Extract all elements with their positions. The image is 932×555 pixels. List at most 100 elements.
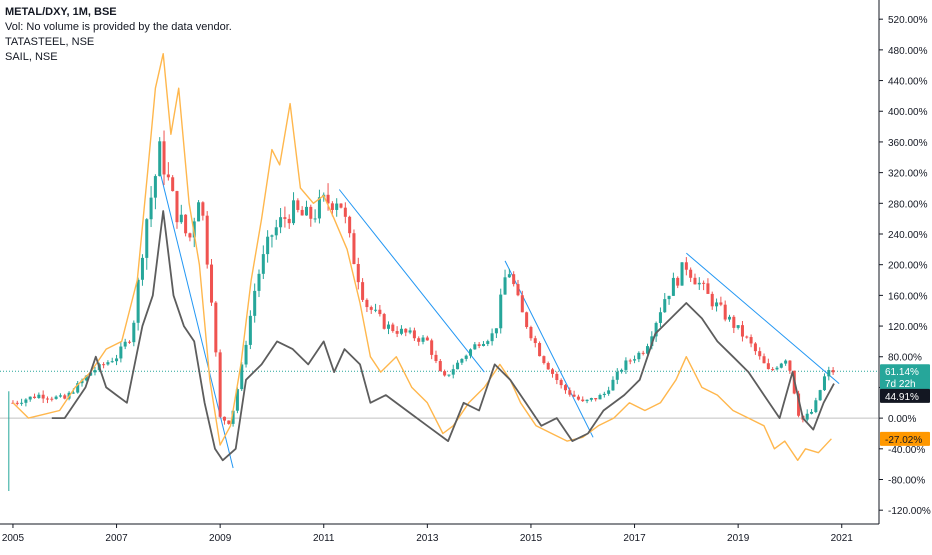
x-tick-label: 2013	[416, 533, 439, 544]
candle	[253, 283, 257, 323]
candle-body	[192, 221, 196, 238]
candle	[365, 298, 369, 313]
candle	[270, 234, 274, 248]
candle-body	[317, 197, 321, 219]
candle	[93, 366, 97, 376]
candle	[438, 358, 442, 372]
candle	[736, 325, 740, 330]
candle	[361, 278, 365, 302]
candle-body	[697, 282, 701, 285]
candle	[512, 271, 516, 287]
y-tick-label: 280.00%	[888, 199, 928, 210]
y-tick-label: 120.00%	[888, 322, 928, 333]
candle-body	[166, 174, 170, 178]
candle	[624, 357, 628, 374]
price-badge-bg	[880, 388, 930, 403]
candle	[399, 325, 403, 336]
candle	[382, 312, 386, 330]
candle-body	[615, 371, 619, 380]
candle	[304, 200, 308, 216]
candle-body	[663, 299, 667, 313]
candle-body	[123, 341, 127, 347]
candle	[76, 380, 80, 394]
candle-body	[559, 380, 563, 386]
candle	[727, 314, 732, 322]
candle-body	[797, 393, 801, 416]
candle	[287, 214, 291, 229]
candle-body	[210, 264, 214, 303]
candle-body	[257, 273, 261, 291]
candle-body	[386, 324, 391, 329]
candle-body	[304, 206, 308, 216]
candle-body	[15, 402, 19, 404]
candle-body	[132, 322, 136, 343]
candle-body	[460, 358, 464, 363]
candle-body	[361, 282, 365, 300]
candle-body	[499, 294, 503, 329]
legend-main-symbol[interactable]: METAL/DXY, 1M, BSE	[5, 6, 117, 18]
legend-comparison-sail[interactable]: SAIL, NSE	[5, 51, 58, 63]
candle-body	[179, 214, 183, 223]
candle-body	[671, 277, 675, 296]
candle	[568, 387, 572, 397]
x-tick-label: 2007	[105, 533, 128, 544]
candle-body	[391, 324, 395, 332]
candle	[45, 396, 49, 404]
candle-body	[115, 358, 119, 362]
candle	[697, 277, 701, 290]
legend-comparison-tatasteel[interactable]: TATASTEEL, NSE	[5, 36, 95, 48]
candle	[412, 327, 416, 341]
candle-body	[145, 219, 149, 258]
candle	[33, 393, 37, 399]
candle	[671, 272, 675, 296]
price-badge-bg	[880, 364, 930, 379]
candle	[257, 269, 261, 298]
candle-body	[369, 307, 373, 310]
candle-body	[481, 343, 485, 347]
candle	[313, 209, 317, 223]
candle	[723, 300, 727, 322]
y-tick-label: 200.00%	[888, 261, 928, 272]
candle	[460, 358, 464, 365]
candle-body	[438, 361, 442, 372]
candle	[404, 328, 408, 337]
axes-layer: 520.00% 480.00% 440.00% 400.00% 360.00% 320.0…	[0, 0, 931, 544]
candle-body	[45, 398, 49, 400]
candle-body	[715, 302, 719, 307]
candle-body	[818, 390, 822, 401]
candle-body	[680, 262, 684, 286]
x-tick-label: 2009	[209, 533, 232, 544]
candle	[292, 192, 296, 226]
candle	[41, 390, 45, 403]
candle	[546, 361, 550, 370]
price-badge-label: -27.02%	[885, 435, 922, 446]
candle	[473, 342, 477, 350]
candle-body	[633, 359, 637, 361]
candle	[822, 373, 826, 391]
candle	[680, 262, 684, 286]
candle	[628, 358, 632, 365]
candle	[356, 257, 360, 290]
candle-body	[149, 197, 153, 220]
candle-body	[378, 309, 382, 315]
candle-body	[93, 370, 97, 373]
candle-body	[261, 254, 265, 274]
candle-body	[102, 364, 106, 366]
candle-body	[779, 363, 783, 368]
candle-body	[153, 176, 157, 198]
candle-body	[494, 328, 498, 334]
candle-body	[507, 274, 511, 278]
candle-body	[171, 177, 175, 192]
candle-body	[335, 203, 339, 210]
candle-body	[533, 338, 537, 344]
candle-body	[136, 279, 140, 323]
candle-body	[158, 141, 162, 177]
y-tick-label: -40.00%	[888, 445, 925, 456]
legend-volume-note: Vol: No volume is provided by the data v…	[5, 21, 232, 33]
candle	[218, 349, 222, 419]
candle-body	[408, 330, 412, 333]
candle-body	[365, 299, 369, 308]
candle	[15, 400, 19, 406]
